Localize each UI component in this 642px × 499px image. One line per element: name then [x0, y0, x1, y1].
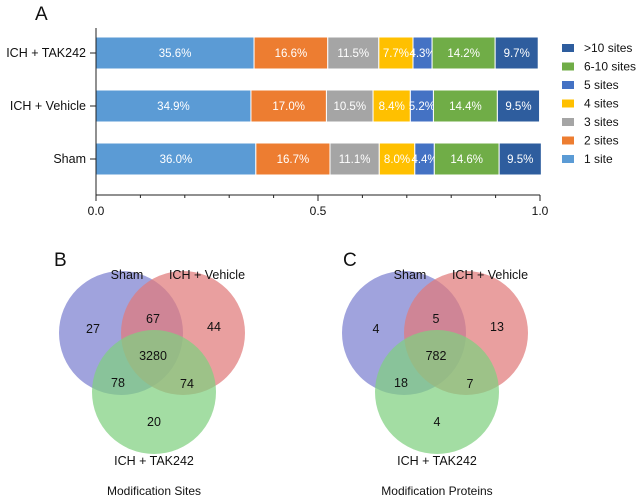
- bar-value-label: 7.7%: [383, 48, 409, 60]
- legend-label: 4 sites: [584, 97, 619, 111]
- x-tick-label: 0.0: [88, 204, 105, 218]
- bar-value-label: 5.2%: [409, 101, 435, 113]
- set-label-tak242: ICH + TAK242: [397, 454, 477, 468]
- bar-segment: [95, 89, 252, 123]
- bar-value-label: 16.7%: [277, 154, 310, 166]
- venn-diagram-proteins: Sham ICH + Vehicle ICH + TAK242 4 13 4 5 18 7 782…: [342, 268, 528, 498]
- bar-value-label: 34.9%: [157, 101, 190, 113]
- venn-count-sham-only: 4: [373, 322, 380, 336]
- legend: >10 sites 6-10 sites 5 sites 4 sites 3 sites…: [562, 41, 636, 166]
- venn-caption: Modification Proteins: [381, 484, 492, 498]
- bar-value-label: 16.6%: [275, 48, 308, 60]
- legend-label: 5 sites: [584, 78, 619, 92]
- bar-segment: [372, 89, 411, 123]
- legend-swatch: [562, 136, 574, 145]
- bar-segment: [253, 36, 329, 70]
- venn-count-tak242-only: 4: [434, 415, 441, 429]
- x-axis-ticks: 0.0 0.5 1.0: [88, 195, 549, 218]
- bar-segment: [250, 89, 327, 123]
- x-tick-label: 0.5: [310, 204, 327, 218]
- bar-value-label: 8.4%: [379, 101, 405, 113]
- category-label: Sham: [53, 152, 86, 166]
- legend-swatch: [562, 81, 574, 89]
- bar-segment: [498, 142, 542, 176]
- venn-diagram-sites: Sham ICH + Vehicle ICH + TAK242 27 44 20 67 78 7…: [59, 268, 245, 498]
- venn-count-vehicle-only: 44: [207, 320, 221, 334]
- venn-count-sham-tak242: 78: [111, 376, 125, 390]
- bar-value-label: 17.0%: [272, 101, 305, 113]
- set-label-sham: Sham: [394, 268, 427, 282]
- venn-count-vehicle-tak242: 74: [180, 377, 194, 391]
- bar-value-label: 8.0%: [384, 154, 410, 166]
- venn-count-vehicle-only: 13: [490, 320, 504, 334]
- panel-label-a: A: [35, 4, 48, 25]
- x-tick-label: 1.0: [532, 204, 549, 218]
- legend-swatch: [562, 44, 574, 52]
- legend-label: 3 sites: [584, 115, 619, 129]
- category-label: ICH + Vehicle: [10, 99, 86, 113]
- legend-label: 6-10 sites: [584, 60, 636, 74]
- set-label-vehicle: ICH + Vehicle: [452, 268, 528, 282]
- legend-label: 1 site: [584, 152, 613, 166]
- bar-segment: [496, 89, 541, 123]
- bar-value-label: 9.5%: [507, 154, 533, 166]
- bar-value-label: 36.0%: [160, 154, 193, 166]
- legend-swatch: [562, 62, 574, 71]
- legend-label: >10 sites: [584, 41, 632, 55]
- bar-value-label: 11.5%: [337, 48, 369, 60]
- panel-label-b: B: [54, 250, 67, 271]
- venn-count-tak242-only: 20: [147, 415, 161, 429]
- bar-value-label: 10.5%: [333, 101, 366, 113]
- venn-count-all: 782: [426, 349, 447, 363]
- set-label-sham: Sham: [111, 268, 144, 282]
- tak242-circle: [375, 330, 499, 454]
- legend-label: 2 sites: [584, 134, 619, 148]
- bar-segment: [327, 36, 380, 70]
- venn-count-sham-tak242: 18: [394, 376, 408, 390]
- venn-count-sham-vehicle: 5: [433, 312, 440, 326]
- bar-value-label: 9.7%: [504, 48, 530, 60]
- set-label-tak242: ICH + TAK242: [114, 454, 194, 468]
- venn-count-vehicle-tak242: 7: [467, 377, 474, 391]
- venn-caption: Modification Sites: [107, 484, 201, 498]
- category-label: ICH + TAK242: [6, 46, 86, 60]
- bar-value-label: 35.6%: [159, 48, 192, 60]
- bar-value-label: 4.3%: [409, 48, 435, 60]
- bar-segment: [255, 142, 331, 176]
- bar-segment: [431, 36, 496, 70]
- legend-swatch: [562, 155, 574, 163]
- legend-swatch: [562, 118, 574, 126]
- panel-label-c: C: [343, 250, 357, 271]
- venn-count-all: 3280: [139, 349, 167, 363]
- bar-value-label: 4.4%: [411, 154, 437, 166]
- bar-segment: [432, 89, 498, 123]
- tak242-circle: [92, 330, 216, 454]
- bar-segment: [433, 142, 500, 176]
- bar-value-label: 9.5%: [505, 101, 531, 113]
- bar-value-label: 14.6%: [450, 154, 483, 166]
- stacked-bar-chart: ICH + TAK242 35.6% 16.6% 11.5% 7.7% 4.3% 14.2%…: [6, 28, 636, 218]
- bar-value-label: 14.4%: [449, 101, 482, 113]
- bar-value-label: 14.2%: [447, 48, 480, 60]
- bar-value-label: 11.1%: [339, 154, 371, 166]
- bar-rows: ICH + TAK242 35.6% 16.6% 11.5% 7.7% 4.3% 14.2%…: [6, 36, 542, 176]
- venn-count-sham-only: 27: [86, 322, 100, 336]
- bar-segment: [494, 36, 539, 70]
- bar-segment: [329, 142, 380, 176]
- bar-segment: [95, 142, 257, 176]
- set-label-vehicle: ICH + Vehicle: [169, 268, 245, 282]
- venn-count-sham-vehicle: 67: [146, 312, 160, 326]
- legend-swatch: [562, 99, 574, 108]
